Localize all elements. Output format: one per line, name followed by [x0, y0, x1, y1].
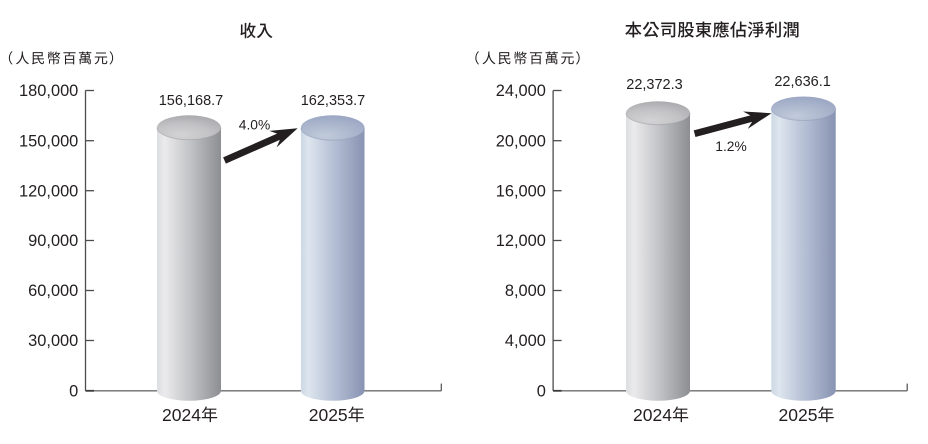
svg-text:4.0%: 4.0% [239, 118, 270, 133]
svg-text:120,000: 120,000 [19, 182, 78, 200]
svg-text:180,000: 180,000 [19, 82, 78, 100]
svg-text:4,000: 4,000 [505, 332, 546, 350]
svg-text:2025: 2025 [309, 405, 348, 425]
svg-text:22,636.1: 22,636.1 [774, 74, 830, 90]
svg-text:162,353.7: 162,353.7 [301, 93, 366, 109]
svg-text:20,000: 20,000 [496, 132, 546, 150]
svg-text:0: 0 [69, 383, 78, 401]
svg-text:1.2%: 1.2% [715, 139, 746, 154]
svg-text:22,372.3: 22,372.3 [626, 77, 682, 93]
svg-text:90,000: 90,000 [28, 232, 78, 250]
svg-text:16,000: 16,000 [496, 182, 546, 200]
svg-text:12,000: 12,000 [496, 232, 546, 250]
svg-text:8,000: 8,000 [505, 282, 546, 300]
svg-text:0: 0 [537, 383, 546, 401]
svg-text:150,000: 150,000 [19, 132, 78, 150]
svg-text:156,168.7: 156,168.7 [159, 93, 224, 109]
svg-text:60,000: 60,000 [28, 282, 78, 300]
svg-text:30,000: 30,000 [28, 332, 78, 350]
svg-text:2024: 2024 [633, 405, 672, 425]
svg-text:2024: 2024 [162, 405, 201, 425]
svg-text:2025: 2025 [779, 405, 818, 425]
svg-text:24,000: 24,000 [496, 82, 546, 100]
